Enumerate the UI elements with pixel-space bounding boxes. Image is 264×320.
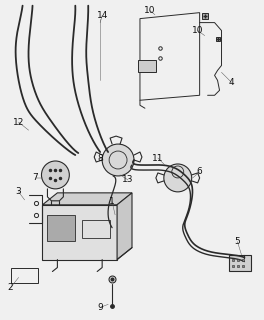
Text: 10: 10 xyxy=(192,26,203,35)
Bar xyxy=(11,268,39,284)
Text: 3: 3 xyxy=(16,188,21,196)
Text: 4: 4 xyxy=(229,78,234,87)
Bar xyxy=(229,255,251,270)
Bar xyxy=(82,220,110,238)
Polygon shape xyxy=(117,193,132,260)
Bar xyxy=(138,60,156,72)
Polygon shape xyxy=(43,193,132,205)
Text: 6: 6 xyxy=(197,167,202,176)
Text: 5: 5 xyxy=(235,237,240,246)
Text: 13: 13 xyxy=(122,175,134,184)
Text: 14: 14 xyxy=(96,11,108,20)
Text: 11: 11 xyxy=(152,154,164,163)
Circle shape xyxy=(164,164,192,192)
Bar xyxy=(48,215,75,241)
Text: 10: 10 xyxy=(144,6,156,15)
Text: 1: 1 xyxy=(109,197,115,206)
Text: 9: 9 xyxy=(97,303,103,312)
Circle shape xyxy=(102,144,134,176)
Circle shape xyxy=(41,161,69,189)
Text: 8: 8 xyxy=(97,154,103,163)
Text: 7: 7 xyxy=(33,173,38,182)
Text: 2: 2 xyxy=(8,283,13,292)
Text: 12: 12 xyxy=(13,118,24,127)
Polygon shape xyxy=(43,205,117,260)
